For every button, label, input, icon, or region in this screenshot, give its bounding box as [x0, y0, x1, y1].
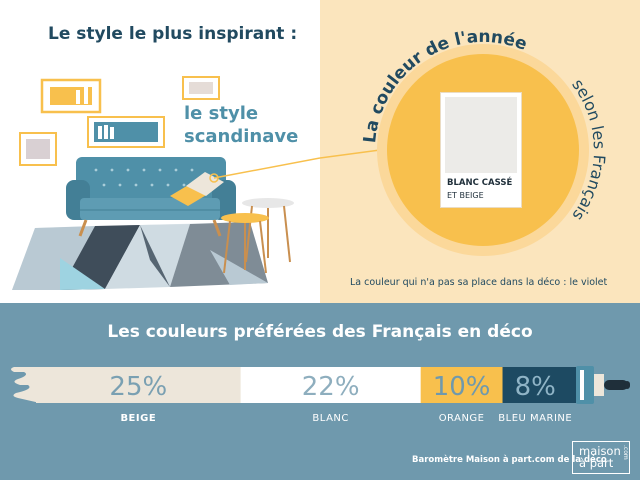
bar-segment-beige: [36, 367, 242, 403]
maison-a-part-logo: maison à part .com: [572, 441, 630, 474]
swatch-title: BLANC CASSÉ: [447, 178, 513, 188]
color-swatch: [445, 97, 517, 173]
bar-segment-orange: [420, 367, 504, 403]
pointer-line-extension: [320, 149, 381, 159]
scandinavian-living-room-illustration: [12, 76, 320, 290]
side-table-yellow: [221, 213, 269, 274]
blue-sofa: [66, 157, 236, 237]
category-label: BLEU MARINE: [498, 413, 573, 424]
paint-stroke-edge: [11, 367, 40, 403]
bar-segment-bleu-marine: [502, 367, 569, 403]
disliked-color-note: La couleur qui n'a pas sa place dans la …: [350, 277, 608, 288]
color-swatch-card: BLANC CASSÉ ET BEIGE: [441, 93, 521, 207]
main-title: Le style le plus inspirant :: [48, 24, 298, 44]
style-name-line2: scandinave: [184, 126, 299, 147]
pointer-dot: [209, 173, 219, 183]
swatch-subtitle: ET BEIGE: [447, 191, 484, 200]
category-label: BLANC: [312, 413, 349, 424]
bar-segment-blanc: [240, 367, 422, 403]
wall-frame-small-top: [182, 76, 220, 100]
logo-line2: à part: [579, 456, 614, 470]
wall-shelf-frame: [87, 116, 165, 148]
logo-suffix: .com: [622, 445, 629, 460]
chart-title: Les couleurs préférées des Français en d…: [107, 322, 533, 342]
wall-frame-left: [19, 132, 57, 166]
category-label: BEIGE: [120, 413, 157, 424]
wall-frame-yellow: [40, 78, 102, 114]
style-name-line1: le style: [184, 103, 259, 124]
source-note: Baromètre Maison à part.com de la déco: [412, 455, 607, 465]
paintbrush-icon: [568, 366, 630, 404]
bar-value-label: 10%: [433, 372, 491, 402]
logo-line1: maison: [579, 444, 621, 458]
bar-value-label: 8%: [515, 372, 556, 402]
category-label: ORANGE: [438, 413, 485, 424]
bar-value-label: 25%: [109, 372, 167, 402]
paint-stroke-left-edge: [11, 367, 40, 403]
pointer-line: [213, 157, 320, 179]
paint-stroke-bar-chart: 25% 22% 10% 8%: [11, 366, 630, 404]
bar-value-label: 22%: [302, 372, 360, 402]
style-name: le style scandinave: [184, 102, 314, 148]
geometric-rug: [12, 222, 268, 290]
